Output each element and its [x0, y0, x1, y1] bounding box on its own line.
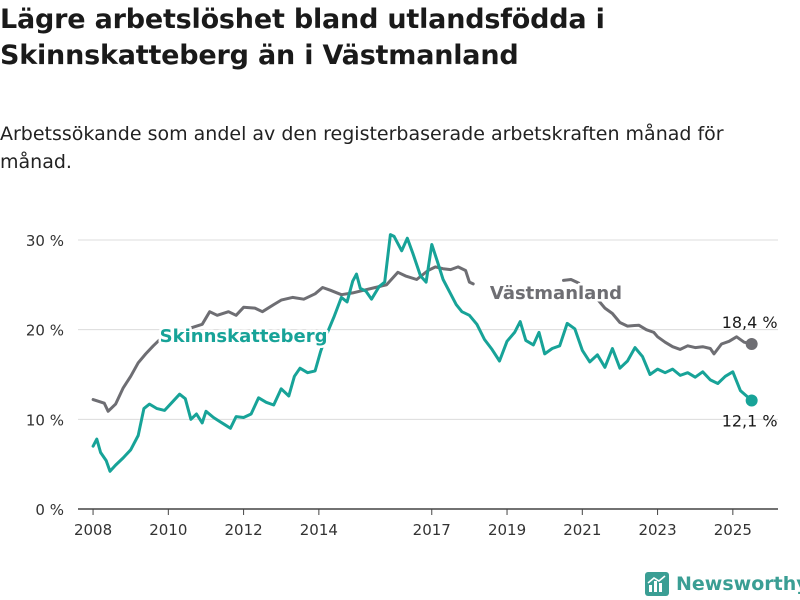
end-value-label: 12,1 %: [722, 412, 778, 431]
series-line-västmanland: [91, 265, 475, 413]
y-tick-label: 30 %: [26, 232, 64, 250]
end-value-label: 18,4 %: [722, 313, 778, 332]
series-endpoint-västmanland: [745, 338, 758, 351]
x-tick-label: 2021: [563, 521, 601, 539]
series-endpoint-skinnskatteberg: [745, 394, 758, 407]
series-labels: 18,4 %12,1 %VästmanlandVästmanlandSkinns…: [157, 281, 778, 431]
chart-subtitle: Arbetssökande som andel av den registerb…: [0, 123, 724, 173]
series-label-halo: Västmanland: [490, 283, 622, 304]
x-tick-label: 2017: [413, 521, 451, 539]
x-tick-label: 2025: [714, 521, 752, 539]
x-tick-label: 2008: [74, 521, 112, 539]
x-tick-label: 2014: [300, 521, 338, 539]
x-tick-label: 2012: [224, 521, 262, 539]
series-label-skinnskatteberg: Skinnskatteberg: [160, 326, 328, 347]
x-tick-label: 2019: [488, 521, 526, 539]
newsworthy-wordmark: Newsworthy: [676, 573, 800, 595]
series-label-vastmanland: Västmanland: [490, 283, 622, 304]
x-axis: 2008 2010 2012 2014 2017 2019 2021 2023 2025: [74, 509, 752, 539]
y-tick-label: 20 %: [26, 322, 64, 340]
series-line-västmanland: [562, 278, 754, 356]
y-tick-label: 10 %: [26, 411, 64, 429]
newsworthy-icon: [645, 572, 669, 596]
series-lines: [91, 233, 758, 473]
newsworthy-logo[interactable]: Newsworthy: [644, 570, 800, 598]
series-label-halo: Skinnskatteberg: [160, 326, 328, 347]
gridlines: [78, 239, 778, 510]
y-tick-label: 0 %: [35, 501, 64, 519]
x-tick-label: 2023: [638, 521, 676, 539]
chart-title: Lägre arbetslöshet bland utlandsfödda i …: [0, 4, 605, 71]
y-axis: 0 % 10 % 20 % 30 %: [26, 232, 64, 519]
x-tick-label: 2010: [149, 521, 187, 539]
series-line-skinnskatteberg: [91, 233, 754, 473]
